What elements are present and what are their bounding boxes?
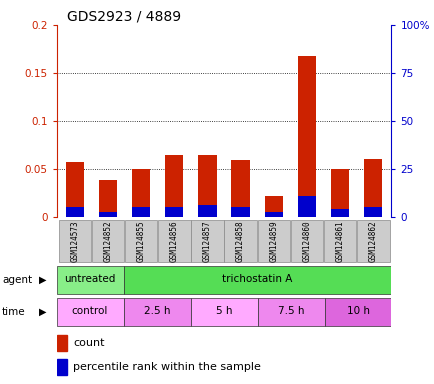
Bar [56,335,66,351]
Bar [330,169,349,217]
Bar [191,220,223,262]
Bar [330,209,349,217]
Bar [99,180,117,217]
Bar [125,220,157,262]
Text: GSM124856: GSM124856 [169,220,178,262]
Bar [198,155,216,217]
Bar [158,220,190,262]
Text: ▶: ▶ [39,307,46,317]
Text: 10 h: 10 h [346,306,368,316]
Text: GSM124860: GSM124860 [302,220,311,262]
Bar [59,220,91,262]
Bar [132,207,150,217]
Bar [356,220,388,262]
Text: 2.5 h: 2.5 h [144,306,170,316]
Bar [231,161,249,217]
Text: 7.5 h: 7.5 h [277,306,303,316]
Bar [224,220,256,262]
Bar [257,298,324,326]
Text: untreated: untreated [64,274,115,284]
Bar [56,359,66,375]
Bar [66,162,84,217]
Bar [323,220,355,262]
Bar [264,212,282,217]
Bar [231,207,249,217]
Text: trichostatin A: trichostatin A [222,274,292,284]
Text: agent: agent [2,275,32,285]
Text: GSM124573: GSM124573 [70,220,79,262]
Text: GSM124859: GSM124859 [269,220,278,262]
Bar [123,298,190,326]
Bar [190,298,257,326]
Bar [123,266,391,294]
Text: GSM124862: GSM124862 [368,220,377,262]
Text: GDS2923 / 4889: GDS2923 / 4889 [66,10,180,24]
Bar [56,266,123,294]
Bar [363,207,381,217]
Text: 5 h: 5 h [215,306,232,316]
Bar [165,155,183,217]
Text: GSM124858: GSM124858 [236,220,244,262]
Bar [198,205,216,217]
Bar [92,220,124,262]
Text: GSM124861: GSM124861 [335,220,344,262]
Text: control: control [72,306,108,316]
Text: time: time [2,307,26,317]
Bar [290,220,322,262]
Text: GSM124857: GSM124857 [203,220,211,262]
Bar [66,207,84,217]
Bar [297,56,316,217]
Bar [257,220,289,262]
Bar [297,196,316,217]
Bar [165,207,183,217]
Text: GSM124855: GSM124855 [136,220,145,262]
Bar [363,159,381,217]
Bar [99,212,117,217]
Text: ▶: ▶ [39,275,46,285]
Bar [324,298,391,326]
Bar [132,169,150,217]
Text: count: count [73,338,105,348]
Text: GSM124852: GSM124852 [103,220,112,262]
Text: percentile rank within the sample: percentile rank within the sample [73,362,260,372]
Bar [56,298,123,326]
Bar [264,196,282,217]
